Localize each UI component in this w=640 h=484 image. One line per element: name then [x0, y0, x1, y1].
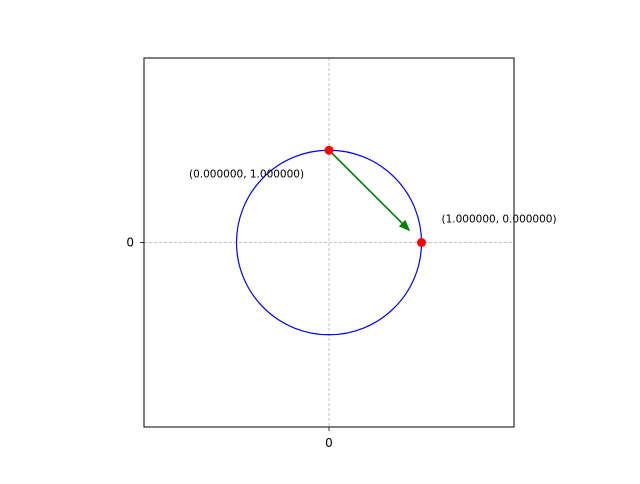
- arrow-head: [398, 219, 411, 232]
- data-point-1: [417, 238, 426, 247]
- labels-layer: (0.000000, 1.000000) (1.000000, 0.000000): [189, 168, 557, 225]
- y-tick-label-0: 0: [126, 236, 134, 250]
- marks-layer: [235, 145, 426, 336]
- plot-frame: [143, 57, 515, 428]
- point-label-1: (1.000000, 0.000000): [442, 214, 557, 226]
- data-point-0: [324, 145, 334, 155]
- arrow-shaft: [328, 149, 403, 225]
- grid-layer: [144, 58, 514, 427]
- x-tick-label-0: 0: [325, 436, 333, 450]
- point-label-0: (0.000000, 1.000000): [189, 168, 304, 180]
- ticks-layer: 00: [126, 236, 332, 451]
